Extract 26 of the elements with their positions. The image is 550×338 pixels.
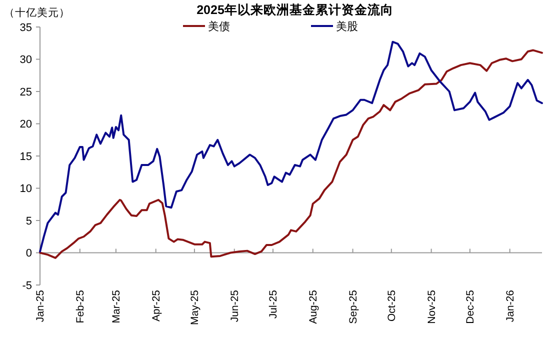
y-tick-label: 10 bbox=[20, 183, 32, 196]
x-tick-label: Jun-25 bbox=[229, 290, 242, 322]
x-tick-label: Jul-25 bbox=[268, 290, 280, 319]
y-tick-label: 20 bbox=[20, 118, 32, 131]
y-tick-label: 15 bbox=[20, 150, 32, 163]
y-tick-label: 30 bbox=[20, 54, 32, 66]
legend-label: 美债 bbox=[208, 20, 230, 33]
x-tick-label: Aug-25 bbox=[308, 290, 320, 324]
x-tick-label: Jan-25 bbox=[34, 290, 47, 322]
x-tick-label: Nov-25 bbox=[426, 290, 438, 324]
y-tick-label: 5 bbox=[26, 215, 32, 228]
x-tick-label: Feb-25 bbox=[74, 290, 87, 324]
y-tick-label: -5 bbox=[22, 280, 32, 292]
y-tick-label: 25 bbox=[20, 86, 32, 98]
x-tick-label: Sep-25 bbox=[347, 290, 360, 324]
y-axis-title: （十亿美元） bbox=[4, 6, 70, 19]
y-tick-label: 35 bbox=[20, 22, 32, 34]
chart-title: 2025年以来欧洲基金累计资金流向 bbox=[196, 2, 394, 17]
y-tick-label: 0 bbox=[26, 248, 32, 260]
legend-label: 美股 bbox=[336, 20, 358, 33]
x-tick-label: May-25 bbox=[189, 290, 202, 326]
x-tick-label: Dec-25 bbox=[464, 290, 477, 324]
x-tick-label: Apr-25 bbox=[150, 290, 163, 322]
x-tick-label: Mar-25 bbox=[110, 290, 123, 324]
x-tick-label: Jan-26 bbox=[504, 290, 516, 322]
x-tick-label: Oct-25 bbox=[386, 290, 398, 322]
